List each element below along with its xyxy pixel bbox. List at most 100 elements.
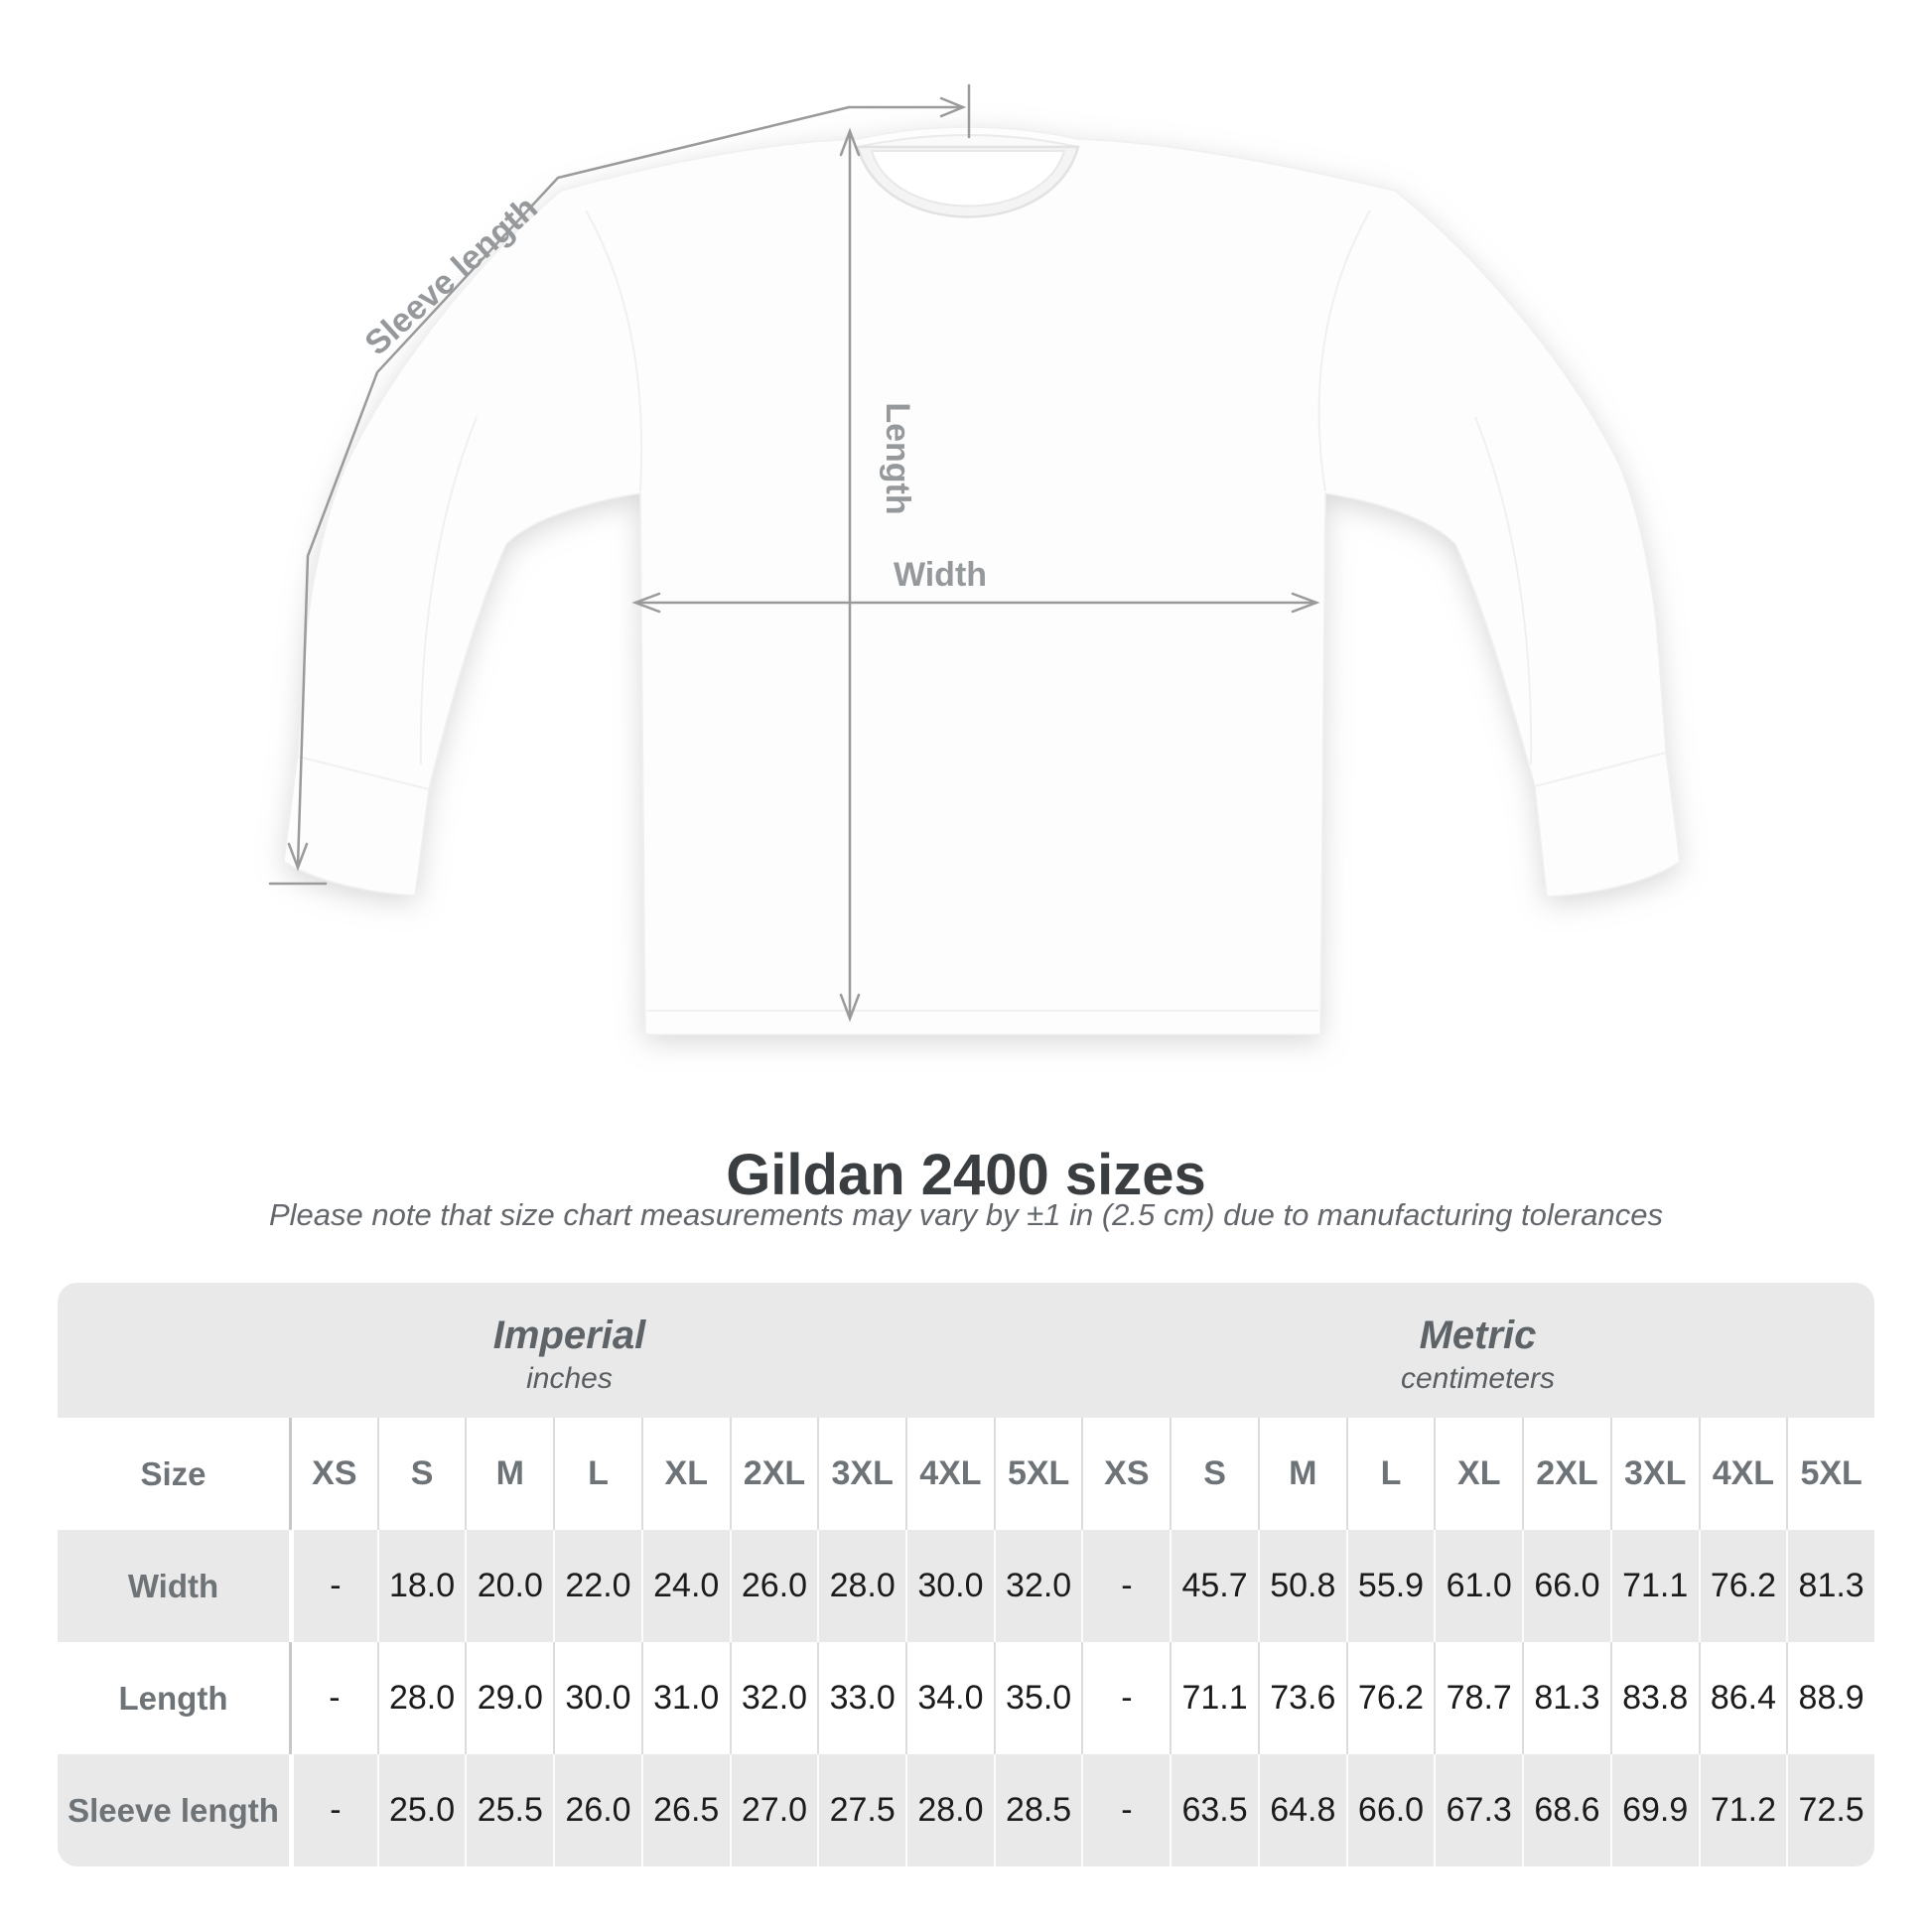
- size-table-panel: Imperial inches Metric centimeters Size X…: [58, 1283, 1874, 1866]
- column-header-cell: M: [1257, 1418, 1346, 1530]
- value-cell: -: [1081, 1754, 1170, 1866]
- sleeve-length-measure: [268, 83, 971, 886]
- armhole-seam-right: [1317, 209, 1371, 492]
- value-cell: 34.0: [905, 1642, 994, 1754]
- value-cell: 18.0: [376, 1530, 466, 1642]
- column-header-cell: 3XL: [1609, 1418, 1699, 1530]
- value-cell: 28.0: [376, 1642, 466, 1754]
- value-cell: 71.1: [1609, 1530, 1699, 1642]
- shirt-illustration: [283, 126, 1681, 1035]
- value-cell: 28.5: [993, 1754, 1082, 1866]
- column-header-cell: L: [1345, 1418, 1435, 1530]
- value-cell: 71.2: [1698, 1754, 1787, 1866]
- value-cell: 28.0: [905, 1754, 994, 1866]
- value-cell: 63.5: [1170, 1754, 1258, 1866]
- value-cell: 31.0: [640, 1642, 730, 1754]
- value-cell: -: [289, 1530, 377, 1642]
- value-cell: 32.0: [729, 1642, 818, 1754]
- value-cell: 71.1: [1170, 1642, 1258, 1754]
- value-cell: 25.0: [376, 1754, 466, 1866]
- value-cell: 25.5: [465, 1754, 553, 1866]
- column-header-cell: 4XL: [905, 1418, 994, 1530]
- metric-section-unit: centimeters: [1400, 1362, 1556, 1395]
- value-cell: 66.0: [1345, 1754, 1435, 1866]
- column-header-cell: XS: [1081, 1418, 1171, 1530]
- cuff-seam-right: [1534, 752, 1667, 787]
- value-cell: 45.7: [1170, 1530, 1258, 1642]
- column-header-cell: XL: [1434, 1418, 1523, 1530]
- value-cell: 66.0: [1522, 1530, 1610, 1642]
- sleeve-crease-left: [419, 416, 478, 765]
- column-header-cell: XL: [640, 1418, 730, 1530]
- page-title: Gildan 2400 sizes: [726, 1143, 1206, 1207]
- column-header-cell: 5XL: [1786, 1418, 1874, 1530]
- value-cell: 27.5: [817, 1754, 905, 1866]
- imperial-section-header: Imperial inches: [58, 1283, 1081, 1418]
- imperial-section-title: Imperial: [492, 1313, 646, 1357]
- value-cell: 50.8: [1257, 1530, 1346, 1642]
- value-cell: 20.0: [465, 1530, 553, 1642]
- column-header-cell: 5XL: [993, 1418, 1082, 1530]
- value-cell: 81.3: [1786, 1530, 1874, 1642]
- column-header-cell: 3XL: [817, 1418, 906, 1530]
- value-cell: 30.0: [553, 1642, 641, 1754]
- column-header-cell: XS: [289, 1418, 377, 1530]
- metric-section-header: Metric centimeters: [1081, 1283, 1874, 1418]
- value-cell: 30.0: [905, 1530, 994, 1642]
- value-cell: 29.0: [465, 1642, 554, 1754]
- column-header-cell: 2XL: [729, 1418, 818, 1530]
- size-table: Size XS S M L XL 2XL 3XL 4XL 5XL XS S M L XL 2XL 3XL 4XL 5…: [58, 1418, 1874, 1866]
- value-cell: 67.3: [1434, 1754, 1522, 1866]
- column-header-cell: S: [1170, 1418, 1258, 1530]
- column-header-cell: 2XL: [1522, 1418, 1610, 1530]
- value-cell: 26.0: [553, 1754, 641, 1866]
- value-cell: 28.0: [817, 1530, 905, 1642]
- size-header-cell: Size: [58, 1418, 289, 1530]
- value-cell: 33.0: [817, 1642, 906, 1754]
- value-cell: -: [289, 1754, 377, 1866]
- value-cell: 35.0: [993, 1642, 1082, 1754]
- value-cell: 22.0: [553, 1530, 641, 1642]
- width-measure-label: Width: [894, 556, 987, 594]
- value-cell: 88.9: [1786, 1642, 1874, 1754]
- tolerance-note: Please note that size chart measurements…: [268, 1197, 1664, 1232]
- value-cell: -: [1081, 1530, 1170, 1642]
- column-header-cell: 4XL: [1698, 1418, 1787, 1530]
- value-cell: 78.7: [1434, 1642, 1523, 1754]
- value-cell: 27.0: [729, 1754, 818, 1866]
- row-label-cell: Width: [127, 1567, 219, 1604]
- value-cell: 24.0: [640, 1530, 730, 1642]
- value-cell: 76.2: [1345, 1642, 1435, 1754]
- column-header-cell: S: [376, 1418, 466, 1530]
- value-cell: 26.0: [729, 1530, 818, 1642]
- armhole-seam-left: [585, 209, 643, 492]
- value-cell: 68.6: [1522, 1754, 1610, 1866]
- value-cell: 86.4: [1698, 1642, 1787, 1754]
- length-measure-label: Length: [879, 402, 916, 514]
- row-label-cell: Length: [58, 1642, 289, 1754]
- value-cell: 26.5: [640, 1754, 730, 1866]
- metric-section-title: Metric: [1419, 1313, 1537, 1357]
- value-cell: -: [289, 1642, 377, 1754]
- cuff-seam-left: [297, 756, 430, 790]
- unit-section-band: Imperial inches Metric centimeters: [58, 1283, 1874, 1418]
- value-cell: 69.9: [1609, 1754, 1699, 1866]
- shirt-diagram: Sleeve length Length Width: [268, 83, 1681, 1035]
- sleeve-crease-right: [1474, 416, 1533, 765]
- value-cell: 32.0: [993, 1530, 1082, 1642]
- row-label-cell: Sleeve length: [68, 1791, 279, 1829]
- value-cell: 72.5: [1786, 1754, 1874, 1866]
- value-cell: 81.3: [1522, 1642, 1610, 1754]
- column-header-cell: L: [553, 1418, 641, 1530]
- value-cell: 55.9: [1345, 1530, 1435, 1642]
- width-measure: [631, 592, 1320, 614]
- length-measure: [839, 127, 861, 1023]
- imperial-section-unit: inches: [526, 1362, 613, 1395]
- value-cell: 83.8: [1609, 1642, 1699, 1754]
- collar-band: [870, 150, 1066, 207]
- value-cell: 64.8: [1257, 1754, 1346, 1866]
- value-cell: 73.6: [1257, 1642, 1346, 1754]
- value-cell: 76.2: [1698, 1530, 1787, 1642]
- value-cell: 61.0: [1434, 1530, 1522, 1642]
